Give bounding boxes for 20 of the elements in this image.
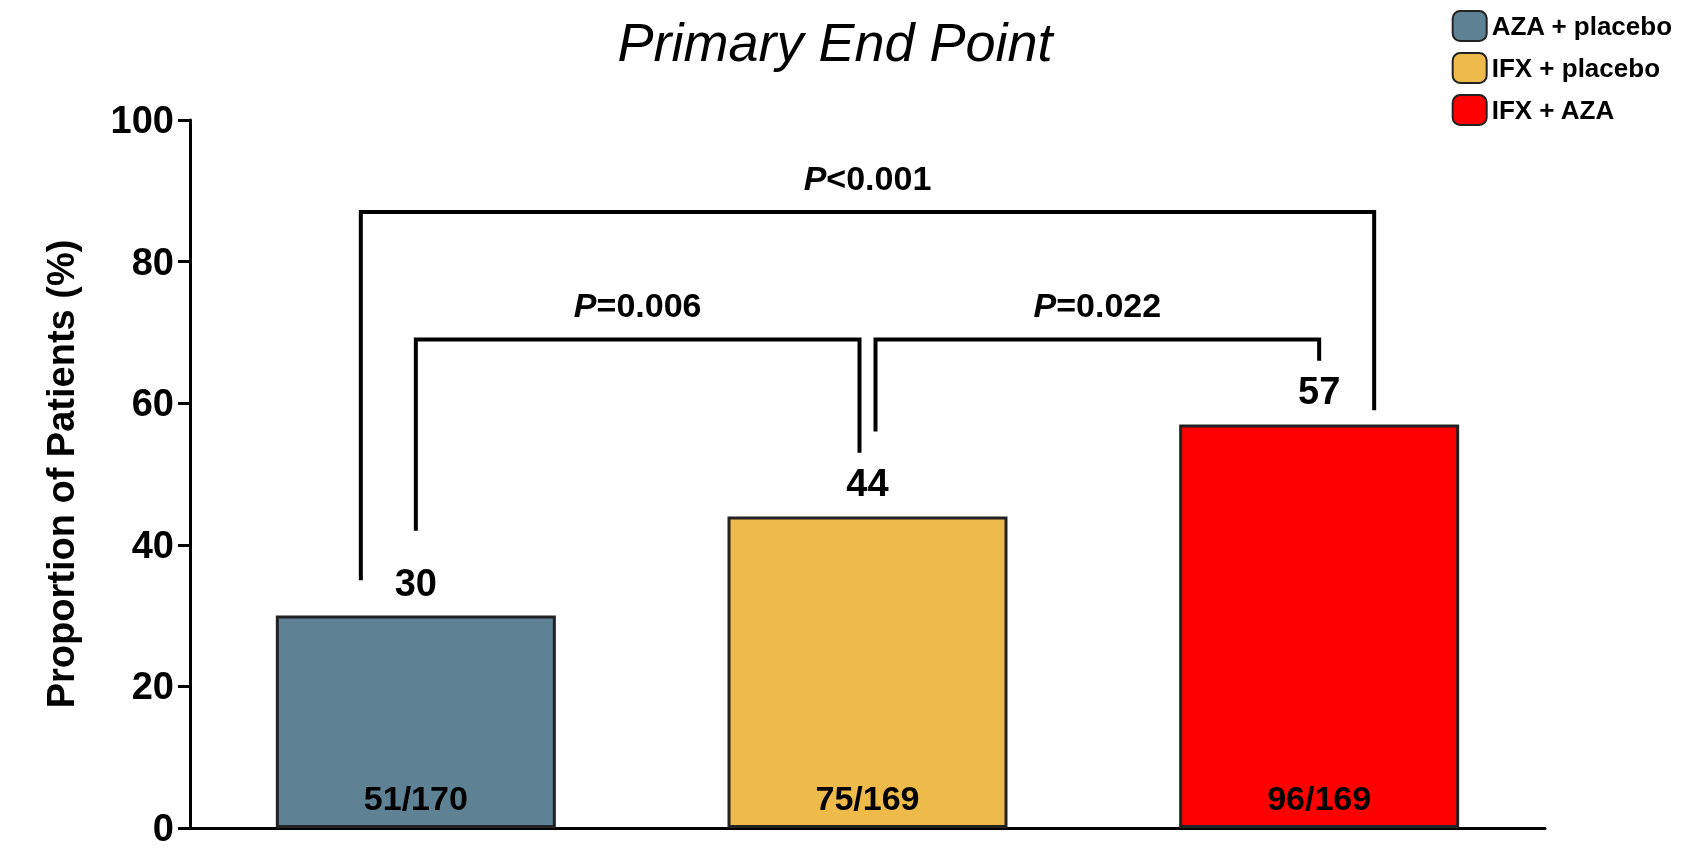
y-tick-label: 80 bbox=[131, 240, 174, 283]
annotation: P=0.022 bbox=[1033, 286, 1162, 325]
data-label: 57 bbox=[1298, 370, 1341, 413]
y-tick-label: 100 bbox=[110, 99, 174, 141]
y-tick-label: 0 bbox=[152, 807, 174, 848]
data-label: 30 bbox=[394, 561, 437, 604]
legend-label: AZA + placebo bbox=[1491, 11, 1673, 41]
annotation: 96/169 bbox=[1267, 779, 1372, 817]
annotation: 75/169 bbox=[815, 779, 920, 817]
legend-label: IFX + placebo bbox=[1491, 53, 1661, 83]
y-tick-label: 40 bbox=[131, 523, 174, 566]
data-label: 44 bbox=[846, 462, 889, 505]
y-axis-title: Proportion of Patients (%) bbox=[40, 239, 82, 709]
legend-label: IFX + AZA bbox=[1491, 95, 1615, 125]
y-tick-label: 60 bbox=[131, 382, 174, 425]
chart-title: Primary End Point bbox=[617, 12, 1055, 72]
annotation: 51/170 bbox=[363, 779, 468, 817]
annotation: P=0.006 bbox=[573, 286, 702, 325]
annotation: P<0.001 bbox=[803, 159, 932, 198]
y-tick-label: 20 bbox=[131, 665, 174, 708]
